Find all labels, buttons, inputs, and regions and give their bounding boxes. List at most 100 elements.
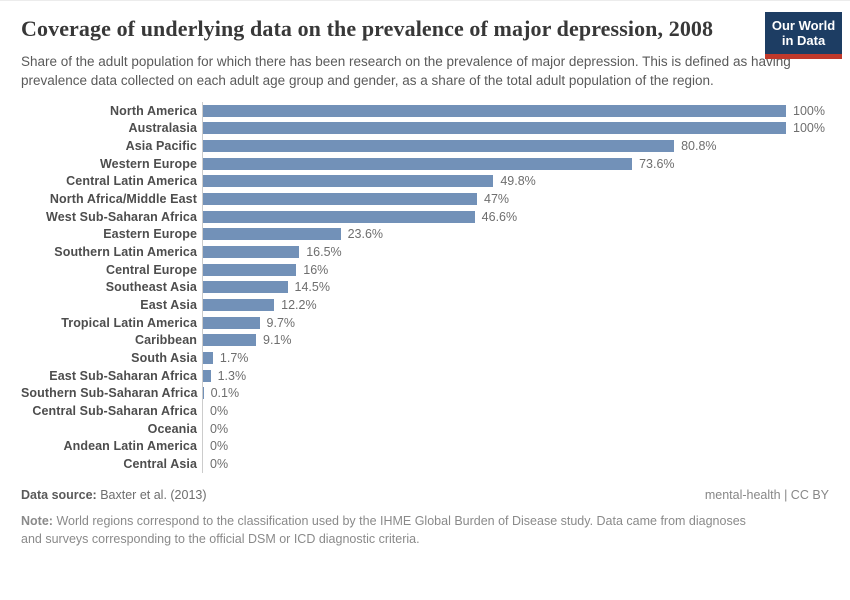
value-label: 1.7%: [219, 350, 249, 365]
bar-chart-rows: North America 100% Australasia 100% Asia Pac…: [21, 101, 829, 473]
bar-row: Southern Latin America 16.5%: [21, 243, 829, 261]
bar-row: Central Sub-Saharan Africa 0%: [21, 402, 829, 420]
value-label: 23.6%: [347, 227, 384, 242]
category-label: Eastern Europe: [103, 227, 197, 242]
bar-row: Tropical Latin America 9.7%: [21, 313, 829, 332]
value-label: 47%: [484, 192, 510, 207]
bar-row: Eastern Europe 23.6%: [21, 225, 829, 244]
value-label: 9.7%: [266, 315, 296, 330]
value-label: 0.1%: [210, 386, 240, 401]
bar[interactable]: [203, 245, 300, 258]
bar[interactable]: [203, 316, 260, 329]
license-separator: |: [784, 487, 788, 502]
bar[interactable]: [203, 298, 275, 311]
owid-logo-line2: in Data: [781, 33, 826, 49]
value-label: 100%: [793, 103, 825, 118]
data-source-label: Data source:: [21, 487, 97, 502]
value-label: 0%: [210, 456, 229, 471]
category-label: Central Asia: [123, 456, 197, 471]
bar[interactable]: [203, 263, 297, 276]
bar-row: Andean Latin America 0%: [21, 437, 829, 456]
bar[interactable]: [203, 228, 341, 241]
bar-track: 49.8%: [202, 172, 786, 191]
bar-track: 16.5%: [202, 243, 786, 261]
bar-row: West Sub-Saharan Africa 46.6%: [21, 207, 829, 226]
bar-track: 0%: [202, 402, 786, 420]
bar[interactable]: [203, 193, 477, 206]
value-label: 0%: [210, 403, 229, 418]
note-text: World regions correspond to the classifi…: [21, 513, 746, 546]
value-label: 1.3%: [217, 368, 247, 383]
category-label: Western Europe: [99, 156, 197, 171]
chart-subtitle: Share of the adult population for which …: [21, 54, 791, 89]
bar-row: Central Latin America 49.8%: [21, 172, 829, 191]
owid-logo[interactable]: Our World in Data: [765, 12, 842, 59]
bar-track: 12.2%: [202, 296, 786, 314]
category-label: East Sub-Saharan Africa: [49, 368, 197, 383]
bar-row: South Asia 1.7%: [21, 349, 829, 367]
bar-row: Southern Sub-Saharan Africa 0.1%: [21, 384, 829, 403]
bar-track: 1.3%: [202, 366, 786, 385]
bar[interactable]: [203, 104, 786, 117]
value-label: 9.1%: [263, 333, 292, 348]
bar-row: Central Europe 16%: [21, 260, 829, 279]
bar-track: 16%: [202, 260, 786, 279]
license-link[interactable]: CC BY: [790, 487, 829, 502]
bar-row: North Africa/Middle East 47%: [21, 190, 829, 208]
chart-title: Coverage of underlying data on the preva…: [21, 16, 714, 41]
bar-track: 0%: [202, 419, 786, 438]
value-label: 49.8%: [500, 174, 536, 189]
bar-track: 46.6%: [202, 207, 786, 226]
category-label: Andean Latin America: [63, 439, 197, 454]
category-label: Caribbean: [134, 333, 197, 348]
category-label: Southern Sub-Saharan Africa: [21, 386, 198, 401]
value-label: 16.5%: [306, 244, 342, 259]
bar-row: East Sub-Saharan Africa 1.3%: [21, 366, 829, 385]
topic-link[interactable]: mental-health: [704, 487, 781, 502]
bar-track: 9.7%: [202, 313, 786, 332]
bar[interactable]: [203, 387, 204, 400]
bar-track: 80.8%: [202, 137, 786, 155]
bar[interactable]: [203, 369, 211, 382]
category-label: Central Europe: [106, 262, 197, 277]
bar[interactable]: [203, 157, 633, 170]
chart-footer: Data source: Baxter et al. (2013) mental…: [21, 488, 829, 548]
bar-track: 47%: [202, 190, 786, 208]
bar-track: 0%: [202, 437, 786, 456]
owid-logo-line1: Our World: [771, 18, 836, 33]
bar[interactable]: [203, 351, 213, 364]
bar-row: North America 100%: [21, 101, 829, 120]
category-label: West Sub-Saharan Africa: [46, 209, 197, 224]
bar-track: 9.1%: [202, 331, 786, 350]
note-label: Note:: [21, 513, 53, 528]
bar[interactable]: [203, 140, 675, 153]
value-label: 0%: [210, 439, 229, 454]
bar[interactable]: [203, 122, 786, 135]
license-links: mental-health | CC BY: [705, 488, 829, 502]
value-label: 73.6%: [639, 156, 675, 171]
bar[interactable]: [203, 175, 494, 188]
bar-chart: North America 100% Australasia 100% Asia Pac…: [21, 101, 829, 473]
bar-track: 1.7%: [202, 349, 786, 367]
bar[interactable]: [203, 281, 288, 294]
category-label: Southern Latin America: [54, 244, 197, 259]
value-label: 12.2%: [281, 297, 317, 312]
category-label: East Asia: [140, 297, 197, 312]
data-source: Data source: Baxter et al. (2013): [21, 488, 207, 502]
category-label: South Asia: [131, 350, 197, 365]
value-label: 46.6%: [481, 209, 518, 224]
bar[interactable]: [203, 210, 475, 223]
category-label: Asia Pacific: [125, 139, 197, 154]
bar-row: Central Asia 0%: [21, 455, 829, 473]
bar[interactable]: [203, 334, 257, 347]
category-label: Australasia: [128, 121, 197, 136]
data-source-value: Baxter et al. (2013): [100, 487, 207, 502]
bar-track: 100%: [202, 119, 825, 138]
value-label: 16%: [303, 262, 329, 277]
bar-row: Western Europe 73.6%: [21, 154, 829, 173]
bar-row: Southeast Asia 14.5%: [21, 278, 829, 297]
bar-track: 0.1%: [202, 384, 786, 403]
category-label: North Africa/Middle East: [49, 192, 197, 207]
category-label: Southeast Asia: [105, 280, 197, 295]
